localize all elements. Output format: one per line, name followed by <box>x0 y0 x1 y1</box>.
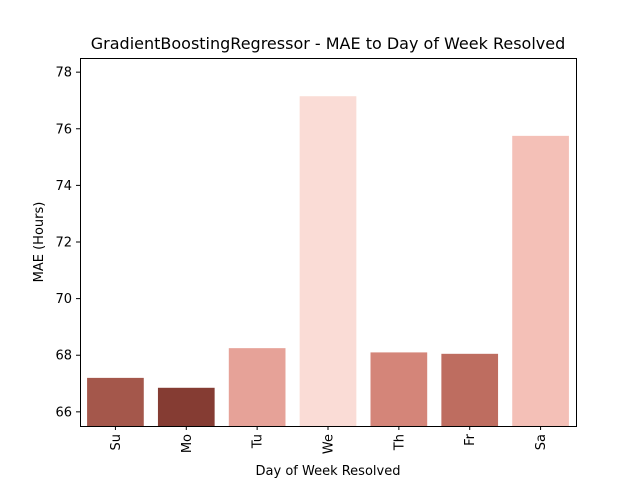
x-axis-label: Day of Week Resolved <box>256 464 401 479</box>
bar-sa <box>512 135 569 426</box>
y-tick-label: 74 <box>55 179 72 194</box>
bar-th <box>370 352 428 426</box>
y-tick-label: 68 <box>55 349 72 364</box>
x-tick-label-mo: Mo <box>180 434 195 453</box>
x-tick-label-tu: Tu <box>251 434 266 449</box>
y-tick-label: 70 <box>55 292 72 307</box>
y-tick-label: 66 <box>55 405 72 420</box>
bar-we <box>299 96 357 426</box>
x-axis-ticks: Su Mo Tu We Th Fr Sa <box>109 426 549 454</box>
y-tick-label: 76 <box>55 122 72 137</box>
y-tick-label: 72 <box>55 236 72 251</box>
x-tick-label-th: Th <box>392 434 407 451</box>
bar-tu <box>228 348 286 426</box>
chart-title: GradientBoostingRegressor - MAE to Day o… <box>91 34 565 53</box>
bar-fr <box>441 353 499 426</box>
plot-frame <box>80 58 577 427</box>
bar-mo <box>157 387 215 426</box>
x-tick-label-we: We <box>322 434 337 454</box>
y-axis-label: MAE (Hours) <box>32 202 47 283</box>
y-tick-label: 78 <box>55 66 72 81</box>
x-tick-label-fr: Fr <box>463 433 478 446</box>
bar-su <box>87 377 144 426</box>
x-tick-label-su: Su <box>109 434 124 451</box>
y-axis-ticks: 66 68 70 72 74 76 78 <box>55 66 80 420</box>
bars-group <box>87 96 569 426</box>
x-tick-label-sa: Sa <box>534 434 549 450</box>
